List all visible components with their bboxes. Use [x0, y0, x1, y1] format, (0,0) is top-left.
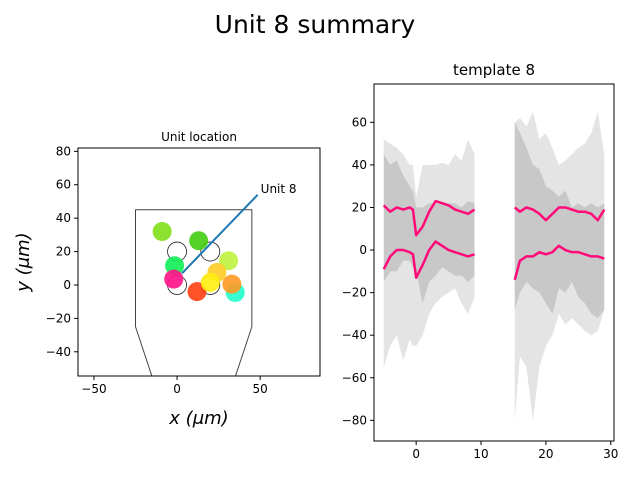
unit-location-marker: [200, 272, 220, 292]
template-band-inner: [383, 154, 475, 304]
y-tick-label: −40: [46, 345, 71, 359]
unit-location-marker: [152, 222, 172, 242]
template-band-outer: [514, 111, 605, 421]
y-tick-label: −20: [342, 286, 367, 300]
x-tick-label: 30: [603, 447, 618, 461]
y-tick-label: 20: [352, 200, 367, 214]
y-tick-label: 60: [56, 178, 71, 192]
y-tick-label: −20: [46, 311, 71, 325]
x-axis-label: x (μm): [168, 408, 228, 429]
template-waveform-line: [513, 244, 605, 281]
figure-title: Unit 8 summary: [215, 10, 416, 39]
axes-frame: [373, 83, 615, 442]
x-tick-label: 20: [538, 447, 553, 461]
template-band-outer: [383, 139, 475, 368]
y-tick-label: 0: [359, 243, 367, 257]
unit-location-marker: [187, 282, 207, 302]
y-tick-label: 60: [352, 115, 367, 129]
y-tick-label: 20: [56, 245, 71, 259]
unit-location-axes: Unit location x (μm) y (μm) Unit 8 −50 0 50…: [13, 130, 321, 429]
y-tick-label: −60: [342, 371, 367, 385]
x-tick-label: 0: [412, 447, 420, 461]
unit-location-marker: [189, 231, 209, 251]
unit-location-marker: [219, 251, 239, 271]
unit-location-marker: [164, 269, 184, 289]
axes-frame: [77, 147, 321, 377]
x-tick-label: −50: [81, 382, 106, 396]
x-tick-label: 50: [253, 382, 268, 396]
unit-location-title: Unit location: [161, 130, 237, 144]
y-tick-label: −40: [342, 328, 367, 342]
template-band-inner: [514, 122, 605, 319]
template-waveform-line: [513, 206, 606, 222]
y-tick-label: 0: [63, 278, 71, 292]
template-waveform-line: [382, 240, 475, 279]
y-tick-label: 40: [56, 211, 71, 225]
template-title: template 8: [453, 61, 535, 79]
probe-outline: [135, 209, 253, 376]
template-axes: template 8 0 10 20 30 −80 −60 −40 −20 0 20 40 60: [342, 61, 619, 461]
plot-area: [135, 194, 259, 376]
x-tick-label: 0: [173, 382, 181, 396]
template-waveform-line: [382, 199, 476, 237]
x-tick-label: 10: [473, 447, 488, 461]
unit-annotation-line: [181, 194, 259, 274]
unit-annotation-label: Unit 8: [261, 182, 297, 196]
probe-contact: [200, 241, 221, 262]
y-tick-label: 80: [56, 144, 71, 158]
y-tick-label: −80: [342, 413, 367, 427]
y-tick-label: 40: [352, 158, 367, 172]
unit-location-marker: [222, 274, 242, 294]
y-axis-label: y (μm): [13, 232, 34, 292]
